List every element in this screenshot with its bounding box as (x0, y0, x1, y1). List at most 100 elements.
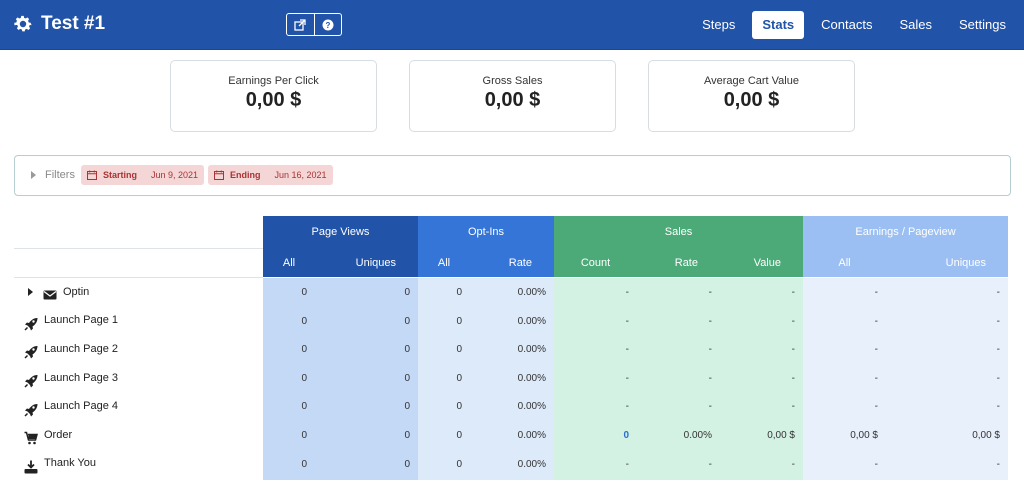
table-cell: - (625, 458, 629, 470)
column-subheader[interactable]: Uniques (945, 257, 986, 269)
step-name[interactable]: Order (44, 428, 73, 441)
nav-stats[interactable]: Stats (752, 11, 805, 39)
column-group-header: Earnings / Pageview (803, 216, 1008, 249)
table-cell: 0 (456, 372, 462, 384)
table-cell: - (625, 372, 629, 384)
row-label[interactable]: Thank You (14, 450, 263, 479)
table-cell: 0.00% (517, 401, 546, 413)
table-cell: 0.00% (517, 287, 546, 298)
row-label[interactable]: Launch Page 3 (14, 364, 263, 393)
column-subheader-row (418, 249, 554, 277)
sales-count-link[interactable]: 0 (623, 430, 629, 441)
table-cell: 0 (301, 315, 307, 327)
table-cell: - (791, 315, 795, 327)
table-cell: 0 (404, 458, 410, 470)
card-label: Gross Sales (482, 75, 543, 87)
filters-toggle[interactable]: Filters (45, 169, 75, 181)
table-cell: 0 (456, 344, 462, 356)
column-subheader[interactable]: Rate (508, 257, 532, 269)
table-cell: - (791, 372, 795, 384)
nav-contacts[interactable]: Contacts (821, 17, 873, 32)
step-name[interactable]: Launch Page 2 (44, 342, 119, 355)
step-name[interactable]: Launch Page 1 (44, 314, 119, 327)
column-subheader[interactable]: Uniques (355, 257, 396, 269)
table-cell: 0 (456, 401, 462, 413)
top-bar: Test #1 ? Steps Stats Contacts Sales Set… (0, 0, 1024, 50)
row-label[interactable]: Optin (14, 278, 263, 307)
question-circle-icon: ? (322, 19, 334, 30)
table-cell: 0 (456, 430, 462, 441)
table-cell: - (708, 458, 712, 470)
starting-label: Starting (103, 170, 138, 180)
table-row: Launch Page 2 0 0 0 0.00% - - - - - (14, 335, 1009, 364)
column-subheader-row (263, 249, 418, 277)
step-name[interactable]: Launch Page 4 (44, 400, 119, 413)
gear-icon[interactable] (12, 13, 34, 35)
page-title: Test #1 (41, 13, 106, 34)
rocket-icon (24, 342, 38, 360)
table-cell: - (996, 287, 1000, 298)
ending-date-filter[interactable]: Ending Jun 16, 2021 (208, 165, 333, 185)
ending-label: Ending (230, 170, 261, 180)
column-subheader[interactable]: All (838, 257, 851, 269)
column-group-body (418, 278, 554, 481)
column-group-body (803, 278, 1008, 481)
cart-icon (24, 428, 38, 445)
row-label[interactable]: Launch Page 1 (14, 307, 263, 336)
row-label[interactable]: Launch Page 2 (14, 335, 263, 364)
table-cell: - (791, 287, 795, 298)
table-cell: - (874, 315, 878, 327)
column-subheader[interactable]: All (437, 257, 451, 269)
table-cell: 0 (301, 458, 307, 470)
table-cell: 0 (404, 372, 410, 384)
column-group-header: Sales (554, 216, 803, 249)
table-cell: 0 (456, 458, 462, 470)
table-cell: 0.00% (517, 344, 546, 356)
table-cell: 0.00% (517, 458, 546, 470)
table-cell: 0,00 $ (972, 430, 1000, 441)
table-cell: 0 (404, 430, 410, 441)
column-subheader-row (554, 249, 803, 277)
column-subheader[interactable]: Count (580, 257, 611, 269)
step-name[interactable]: Launch Page 3 (44, 371, 119, 384)
table-cell: - (874, 401, 878, 413)
table-cell: - (625, 287, 629, 298)
envelope-icon (43, 285, 57, 300)
column-subheader[interactable]: Value (753, 257, 781, 269)
svg-text:?: ? (326, 21, 331, 30)
table-cell: 0 (456, 287, 462, 298)
table-cell: 0 (301, 401, 307, 413)
nav-steps[interactable]: Steps (702, 17, 736, 32)
table-cell: - (791, 401, 795, 413)
row-label[interactable]: Launch Page 4 (14, 392, 263, 421)
table-cell: - (996, 401, 1000, 413)
step-name[interactable]: Thank You (44, 457, 96, 470)
average-cart-value-card: Average Cart Value 0,00 $ (648, 60, 855, 132)
table-cell: - (708, 287, 712, 298)
calendar-icon (87, 170, 97, 180)
column-subheader[interactable]: Rate (674, 257, 698, 269)
row-label[interactable]: Order (14, 421, 263, 450)
nav-sales[interactable]: Sales (899, 17, 933, 32)
help-button[interactable]: ? (313, 14, 341, 35)
external-link-icon (294, 18, 307, 31)
caret-right-icon[interactable] (28, 288, 33, 297)
table-cell: 0 (301, 372, 307, 384)
table-cell: 0 (404, 401, 410, 413)
header-divider (14, 277, 263, 278)
table-cell: 0 (301, 430, 307, 441)
caret-right-icon[interactable] (31, 171, 36, 179)
table-row: Launch Page 1 0 0 0 0.00% - - - - - (14, 307, 1009, 336)
filters-panel: Filters Starting Jun 9, 2021 Ending Jun … (14, 155, 1011, 196)
column-subheader-row (803, 249, 1008, 277)
table-cell: 0.00% (517, 315, 546, 327)
table-cell: - (708, 344, 712, 356)
table-cell: - (791, 458, 795, 470)
nav-settings[interactable]: Settings (959, 17, 1006, 32)
table-row: Launch Page 4 0 0 0 0.00% - - - - - (14, 392, 1009, 421)
table-row: Order 0 0 0 0.00% 0 0.00% 0,00 $ 0,00 $ 0,00 $ (14, 421, 1009, 450)
step-name[interactable]: Optin (63, 285, 90, 298)
column-subheader[interactable]: All (282, 257, 296, 269)
starting-date-filter[interactable]: Starting Jun 9, 2021 (81, 165, 205, 185)
external-link-button[interactable] (287, 14, 314, 35)
